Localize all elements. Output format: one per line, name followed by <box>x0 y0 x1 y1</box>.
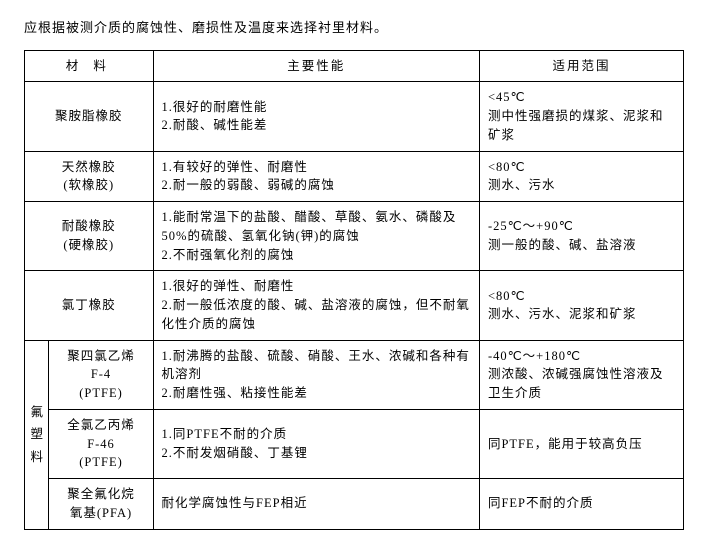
scope-cell: -40℃～+180℃ 测浓酸、浓碱强腐蚀性溶液及卫生介质 <box>479 340 683 409</box>
perf-line: 1.同PTFE不耐的介质 <box>162 425 471 444</box>
material-sub: (PTFE) <box>57 384 144 403</box>
performance-cell: 1.很好的耐磨性能 2.耐酸、碱性能差 <box>153 82 479 151</box>
material-cell: 聚胺脂橡胶 <box>25 82 154 151</box>
scope-line: 测一般的酸、碱、盐溶液 <box>488 236 675 255</box>
performance-cell: 1.很好的弹性、耐磨性 2.耐一般低浓度的酸、碱、盐溶液的腐蚀，但不耐氧化性介质… <box>153 271 479 340</box>
perf-line: 2.不耐发烟硝酸、丁基锂 <box>162 444 471 463</box>
perf-line: 2.耐一般的弱酸、弱碱的腐蚀 <box>162 176 471 195</box>
performance-cell: 耐化学腐蚀性与FEP相近 <box>153 479 479 530</box>
scope-line: 测水、污水 <box>488 176 675 195</box>
scope-cell: <80℃ 测水、污水、泥浆和矿浆 <box>479 271 683 340</box>
table-row: 全氯乙丙烯 F-46 (PTFE) 1.同PTFE不耐的介质 2.不耐发烟硝酸、… <box>25 409 684 478</box>
scope-line: 测中性强磨损的煤浆、泥浆和矿浆 <box>488 107 675 145</box>
material-cell: 全氯乙丙烯 F-46 (PTFE) <box>49 409 153 478</box>
table-row: 聚胺脂橡胶 1.很好的耐磨性能 2.耐酸、碱性能差 <45℃ 测中性强磨损的煤浆… <box>25 82 684 151</box>
scope-line: <80℃ <box>488 287 675 306</box>
table-row: 耐酸橡胶 (硬橡胶) 1.能耐常温下的盐酸、醋酸、草酸、氨水、磷酸及50%的硫酸… <box>25 202 684 271</box>
scope-cell: <80℃ 测水、污水 <box>479 151 683 202</box>
performance-cell: 1.耐沸腾的盐酸、硫酸、硝酸、王水、浓碱和各种有机溶剂 2.耐磨性强、粘接性能差 <box>153 340 479 409</box>
scope-line: -40℃～+180℃ <box>488 347 675 366</box>
lining-material-table: 材 料 主要性能 适用范围 聚胺脂橡胶 1.很好的耐磨性能 2.耐酸、碱性能差 … <box>24 50 684 530</box>
header-material: 材 料 <box>25 50 154 82</box>
scope-line: 同PTFE，能用于较高负压 <box>488 435 675 454</box>
table-header-row: 材 料 主要性能 适用范围 <box>25 50 684 82</box>
scope-line: <45℃ <box>488 88 675 107</box>
performance-cell: 1.有较好的弹性、耐磨性 2.耐一般的弱酸、弱碱的腐蚀 <box>153 151 479 202</box>
scope-cell: 同FEP不耐的介质 <box>479 479 683 530</box>
perf-line: 1.很好的弹性、耐磨性 <box>162 277 471 296</box>
perf-line: 1.很好的耐磨性能 <box>162 98 471 117</box>
material-cell: 氯丁橡胶 <box>25 271 154 340</box>
scope-cell: 同PTFE，能用于较高负压 <box>479 409 683 478</box>
material-name: 天然橡胶 <box>33 158 145 177</box>
material-name: 聚全氟化烷 <box>57 485 144 504</box>
material-cell: 天然橡胶 (软橡胶) <box>25 151 154 202</box>
material-cell: 耐酸橡胶 (硬橡胶) <box>25 202 154 271</box>
table-row: 氟塑料 聚四氯乙烯 F-4 (PTFE) 1.耐沸腾的盐酸、硫酸、硝酸、王水、浓… <box>25 340 684 409</box>
scope-line: 测水、污水、泥浆和矿浆 <box>488 305 675 324</box>
perf-line: 2.耐一般低浓度的酸、碱、盐溶液的腐蚀，但不耐氧化性介质的腐蚀 <box>162 296 471 334</box>
perf-line: 1.有较好的弹性、耐磨性 <box>162 158 471 177</box>
material-sub: F-4 <box>57 365 144 384</box>
table-row: 天然橡胶 (软橡胶) 1.有较好的弹性、耐磨性 2.耐一般的弱酸、弱碱的腐蚀 <… <box>25 151 684 202</box>
material-cell: 聚全氟化烷 氧基(PFA) <box>49 479 153 530</box>
scope-line: <80℃ <box>488 158 675 177</box>
material-name: 全氯乙丙烯 <box>57 416 144 435</box>
material-sub: 氧基(PFA) <box>57 504 144 523</box>
material-sub: (软橡胶) <box>33 176 145 195</box>
perf-line: 1.能耐常温下的盐酸、醋酸、草酸、氨水、磷酸及50%的硫酸、氢氧化钠(钾)的腐蚀 <box>162 208 471 246</box>
perf-line: 2.不耐强氧化剂的腐蚀 <box>162 246 471 265</box>
intro-text: 应根据被测介质的腐蚀性、磨损性及温度来选择衬里材料。 <box>24 18 684 38</box>
table-row: 聚全氟化烷 氧基(PFA) 耐化学腐蚀性与FEP相近 同FEP不耐的介质 <box>25 479 684 530</box>
scope-line: 同FEP不耐的介质 <box>488 494 675 513</box>
perf-line: 2.耐磨性强、粘接性能差 <box>162 384 471 403</box>
perf-line: 2.耐酸、碱性能差 <box>162 116 471 135</box>
material-name: 耐酸橡胶 <box>33 217 145 236</box>
header-performance: 主要性能 <box>153 50 479 82</box>
scope-line: 测浓酸、浓碱强腐蚀性溶液及卫生介质 <box>488 365 675 403</box>
perf-line: 1.耐沸腾的盐酸、硫酸、硝酸、王水、浓碱和各种有机溶剂 <box>162 347 471 385</box>
fluoro-group-label: 氟塑料 <box>25 340 49 529</box>
header-scope: 适用范围 <box>479 50 683 82</box>
perf-line: 耐化学腐蚀性与FEP相近 <box>162 494 471 513</box>
material-sub: F-46 <box>57 435 144 454</box>
material-name: 氯丁橡胶 <box>33 296 145 315</box>
material-sub: (PTFE) <box>57 453 144 472</box>
performance-cell: 1.同PTFE不耐的介质 2.不耐发烟硝酸、丁基锂 <box>153 409 479 478</box>
material-cell: 聚四氯乙烯 F-4 (PTFE) <box>49 340 153 409</box>
material-name: 聚四氯乙烯 <box>57 347 144 366</box>
scope-cell: -25℃～+90℃ 测一般的酸、碱、盐溶液 <box>479 202 683 271</box>
performance-cell: 1.能耐常温下的盐酸、醋酸、草酸、氨水、磷酸及50%的硫酸、氢氧化钠(钾)的腐蚀… <box>153 202 479 271</box>
material-sub: (硬橡胶) <box>33 236 145 255</box>
table-row: 氯丁橡胶 1.很好的弹性、耐磨性 2.耐一般低浓度的酸、碱、盐溶液的腐蚀，但不耐… <box>25 271 684 340</box>
material-name: 聚胺脂橡胶 <box>33 107 145 126</box>
scope-cell: <45℃ 测中性强磨损的煤浆、泥浆和矿浆 <box>479 82 683 151</box>
scope-line: -25℃～+90℃ <box>488 217 675 236</box>
